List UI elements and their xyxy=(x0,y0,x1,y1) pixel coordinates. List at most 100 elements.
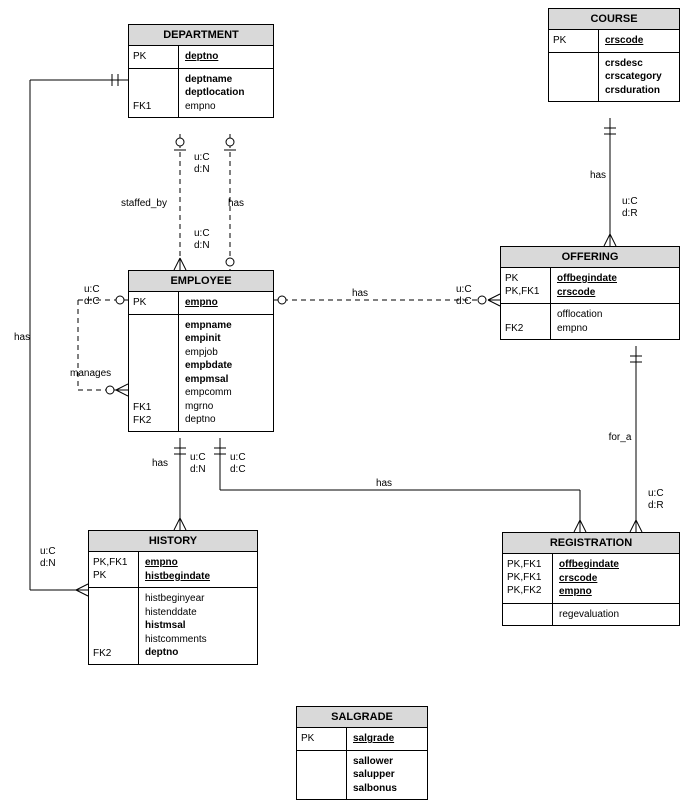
key-column: FK2 xyxy=(89,588,139,664)
cardinality-label: d:N xyxy=(40,558,56,569)
attr-crsdesc: crsdesc xyxy=(605,57,673,71)
entity-section: PK,FK1PK,FK1PK,FK2offbegindatecrscodeemp… xyxy=(503,554,679,604)
attr-empno: empno xyxy=(185,100,267,114)
cardinality-label: u:C xyxy=(194,152,210,163)
key-label xyxy=(133,87,174,100)
attr-column: regevaluation xyxy=(553,604,679,626)
entity-salgrade: SALGRADE PK salgradesallowersaluppersalbon… xyxy=(296,706,428,800)
key-label: FK2 xyxy=(93,647,134,660)
entity-title: OFFERING xyxy=(501,247,679,268)
key-label xyxy=(133,362,174,375)
cardinality-label: d:C xyxy=(456,296,472,307)
edge-label: has xyxy=(352,288,368,299)
key-label: PK xyxy=(301,732,342,745)
edge-dept-emp-staffed: staffed_byu:Cd:Nu:Cd:N xyxy=(121,134,210,270)
cardinality-label: u:C xyxy=(648,488,664,499)
entity-section: PK crscode xyxy=(549,30,679,53)
key-label: PK,FK1 xyxy=(507,571,548,584)
key-label: PK,FK1 xyxy=(505,285,546,298)
attr-crscode: crscode xyxy=(559,572,673,586)
attr-empno: empno xyxy=(557,322,673,336)
entity-title: COURSE xyxy=(549,9,679,30)
er-diagram: DEPARTMENTPKdeptno FK1deptnamedeptlocati… xyxy=(0,0,690,803)
cardinality-label: u:C xyxy=(230,452,246,463)
entity-title: SALGRADE xyxy=(297,707,427,728)
key-label: FK2 xyxy=(505,322,546,335)
cardinality-label: d:C xyxy=(84,296,100,307)
key-label: PK,FK1 xyxy=(507,558,548,571)
attr-column: empnameempinitempjobempbdateempmsalempco… xyxy=(179,315,273,431)
edge-emp-self-manages: manages u:Cd:C xyxy=(70,284,128,396)
entity-section: regevaluation xyxy=(503,604,679,626)
edges-layer: staffed_byu:Cd:Nu:Cd:Nhasmanagesu:Cd:Cha… xyxy=(0,0,690,803)
attr-histcomments: histcomments xyxy=(145,633,251,647)
attr-histbeginyear: histbeginyear xyxy=(145,592,251,606)
edge-label: for_a xyxy=(609,432,632,443)
edge-label: has xyxy=(228,198,244,209)
attr-column: salgrade xyxy=(347,728,427,750)
attr-histbegindate: histbegindate xyxy=(145,570,251,584)
attr-empno: empno xyxy=(145,556,251,570)
attr-offbegindate: offbegindate xyxy=(559,558,673,572)
entity-section: FK2histbeginyearhistenddatehistmsalhistc… xyxy=(89,588,257,664)
key-column: FK1 xyxy=(129,69,179,118)
attr-sallower: sallower xyxy=(353,755,421,769)
edge-dept-hist-has: hasu:Cd:N xyxy=(14,74,128,596)
edge-emp-off-has: has u:Cd:C xyxy=(274,284,500,307)
attr-column: empno xyxy=(179,292,273,314)
attr-empmsal: empmsal xyxy=(185,373,267,387)
cardinality-label: d:C xyxy=(230,464,246,475)
entity-course: COURSEPKcrscodecrsdesccrscategorycrsdura… xyxy=(548,8,680,102)
key-column: PK xyxy=(297,728,347,750)
entity-section: PKdeptno xyxy=(129,46,273,69)
cardinality-label: u:C xyxy=(84,284,100,295)
attr-regevaluation: regevaluation xyxy=(559,608,673,622)
attr-deptno: deptno xyxy=(185,413,267,427)
key-label: PK xyxy=(133,296,174,309)
key-label xyxy=(93,595,134,608)
entity-section: PK,FK1PKempnohistbegindate xyxy=(89,552,257,588)
attr-column: crscode xyxy=(599,30,679,52)
cardinality-label: d:R xyxy=(648,500,664,511)
edge-label: has xyxy=(152,458,168,469)
key-label: PK,FK1 xyxy=(93,556,134,569)
key-column xyxy=(503,604,553,626)
key-label: PK xyxy=(553,34,594,47)
attr-crscode: crscode xyxy=(557,286,673,300)
attr-crsduration: crsduration xyxy=(605,84,673,98)
entity-title: EMPLOYEE xyxy=(129,271,273,292)
attr-column: sallowersaluppersalbonus xyxy=(347,751,427,800)
entity-department: DEPARTMENTPKdeptno FK1deptnamedeptlocati… xyxy=(128,24,274,118)
attr-empname: empname xyxy=(185,319,267,333)
entity-section: PK empno xyxy=(129,292,273,315)
key-label xyxy=(93,634,134,647)
attr-column: offbegindatecrscode xyxy=(551,268,679,303)
edge-label: manages xyxy=(70,368,111,379)
key-column: PKPK,FK1 xyxy=(501,268,551,303)
entity-title: REGISTRATION xyxy=(503,533,679,554)
attr-deptlocation: deptlocation xyxy=(185,86,267,100)
attr-column: offlocationempno xyxy=(551,304,679,339)
entity-section: FK1FK2empnameempinitempjobempbdateempmsa… xyxy=(129,315,273,431)
edge-emp-hist-has: hasu:Cd:N xyxy=(152,438,206,530)
key-label xyxy=(133,349,174,362)
attr-mgrno: mgrno xyxy=(185,400,267,414)
attr-column: empnohistbegindate xyxy=(139,552,257,587)
attr-column: crsdesccrscategorycrsduration xyxy=(599,53,679,102)
key-label: FK2 xyxy=(133,414,174,427)
edge-label: has xyxy=(376,478,392,489)
attr-column: offbegindatecrscodeempno xyxy=(553,554,679,603)
edge-label: staffed_by xyxy=(121,198,167,209)
key-column xyxy=(297,751,347,800)
entity-history: HISTORYPK,FK1PKempnohistbegindate FK2his… xyxy=(88,530,258,665)
attr-crscategory: crscategory xyxy=(605,70,673,84)
key-label xyxy=(133,74,174,87)
attr-salupper: salupper xyxy=(353,768,421,782)
entity-employee: EMPLOYEEPKempno FK1FK2empnameempinitempj… xyxy=(128,270,274,432)
cardinality-label: u:C xyxy=(456,284,472,295)
attr-histenddate: histenddate xyxy=(145,606,251,620)
attr-empinit: empinit xyxy=(185,332,267,346)
cardinality-label: d:N xyxy=(190,464,206,475)
cardinality-label: u:C xyxy=(40,546,56,557)
key-label xyxy=(93,608,134,621)
